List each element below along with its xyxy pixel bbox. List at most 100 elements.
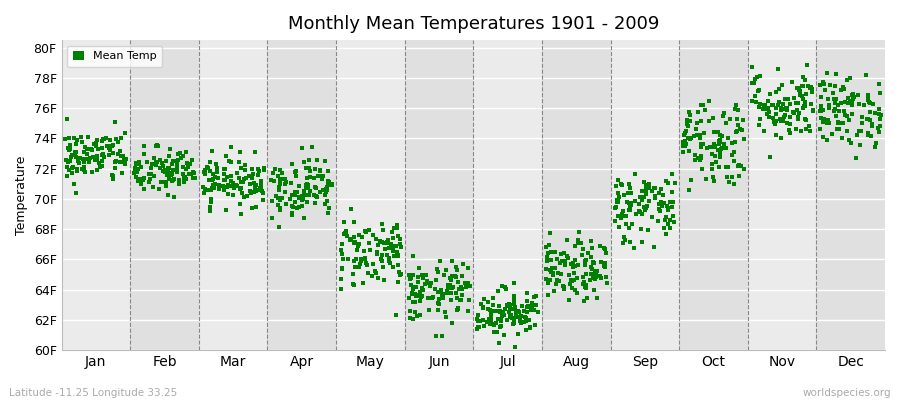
Point <box>365 261 380 268</box>
Point <box>143 175 157 182</box>
Point <box>628 171 643 177</box>
Point <box>539 258 554 265</box>
Point <box>578 257 592 264</box>
Point <box>844 100 859 106</box>
Point <box>439 290 454 296</box>
Point <box>622 200 636 206</box>
Point <box>383 241 398 247</box>
Point <box>715 145 729 152</box>
Point <box>660 231 674 237</box>
Point <box>707 144 722 150</box>
Point <box>61 135 76 141</box>
Point <box>245 204 259 211</box>
Point <box>612 224 626 230</box>
Point <box>682 112 697 118</box>
Point <box>796 74 811 80</box>
Point <box>95 150 110 157</box>
Legend: Mean Temp: Mean Temp <box>68 46 162 67</box>
Point <box>872 129 886 135</box>
Point <box>284 192 299 198</box>
Point <box>238 162 252 168</box>
Point <box>731 163 745 169</box>
Point <box>320 186 334 193</box>
Point <box>610 197 625 203</box>
Point <box>778 105 793 111</box>
Point <box>567 270 581 276</box>
Point <box>852 142 867 148</box>
Point <box>432 296 446 302</box>
Point <box>73 155 87 162</box>
Point <box>389 242 403 249</box>
Point <box>639 183 653 190</box>
Point <box>731 107 745 113</box>
Point <box>728 139 742 145</box>
Point <box>783 113 797 120</box>
Point <box>105 150 120 157</box>
Point <box>642 185 656 192</box>
Point <box>554 270 568 277</box>
Point <box>227 183 241 190</box>
Point <box>173 150 187 156</box>
Point <box>408 299 422 305</box>
Point <box>292 183 306 190</box>
Point <box>659 214 673 220</box>
Point <box>874 112 888 118</box>
Point <box>720 174 734 180</box>
Point <box>203 208 218 214</box>
Point <box>539 276 554 283</box>
Point <box>757 102 771 108</box>
Point <box>608 204 623 210</box>
Point <box>634 194 649 200</box>
Point <box>639 205 653 212</box>
Point <box>358 256 373 262</box>
Point <box>297 192 311 198</box>
Point <box>660 202 674 209</box>
Point <box>284 180 299 186</box>
Point <box>525 300 539 306</box>
Point <box>313 173 328 179</box>
Point <box>731 122 745 128</box>
Point <box>130 178 145 184</box>
Point <box>362 240 376 247</box>
Point <box>363 247 377 253</box>
Point <box>791 100 806 106</box>
Point <box>681 187 696 194</box>
Point <box>641 227 655 234</box>
Point <box>403 274 418 280</box>
Point <box>871 124 886 131</box>
Point <box>767 119 781 126</box>
Point <box>682 148 697 154</box>
Point <box>678 130 692 136</box>
Point <box>380 252 394 258</box>
Point <box>647 244 662 250</box>
Point <box>770 111 784 117</box>
Point <box>131 161 146 167</box>
Point <box>294 145 309 151</box>
Point <box>777 114 791 120</box>
Point <box>527 306 542 313</box>
Point <box>351 242 365 249</box>
Point <box>71 157 86 164</box>
Point <box>158 179 172 185</box>
Point <box>682 136 697 142</box>
Point <box>433 258 447 264</box>
Point <box>762 153 777 160</box>
Point <box>384 229 399 235</box>
Point <box>760 110 774 117</box>
Point <box>148 155 162 162</box>
Point <box>614 181 628 188</box>
Point <box>493 318 508 324</box>
Point <box>707 129 722 135</box>
Point <box>860 116 875 122</box>
Point <box>413 293 428 300</box>
Point <box>225 191 239 198</box>
Point <box>416 274 430 281</box>
Point <box>579 285 593 292</box>
Point <box>201 165 215 172</box>
Point <box>158 169 173 175</box>
Point <box>69 190 84 196</box>
Point <box>128 164 142 171</box>
Point <box>300 192 314 198</box>
Point <box>846 94 860 100</box>
Point <box>269 192 284 199</box>
